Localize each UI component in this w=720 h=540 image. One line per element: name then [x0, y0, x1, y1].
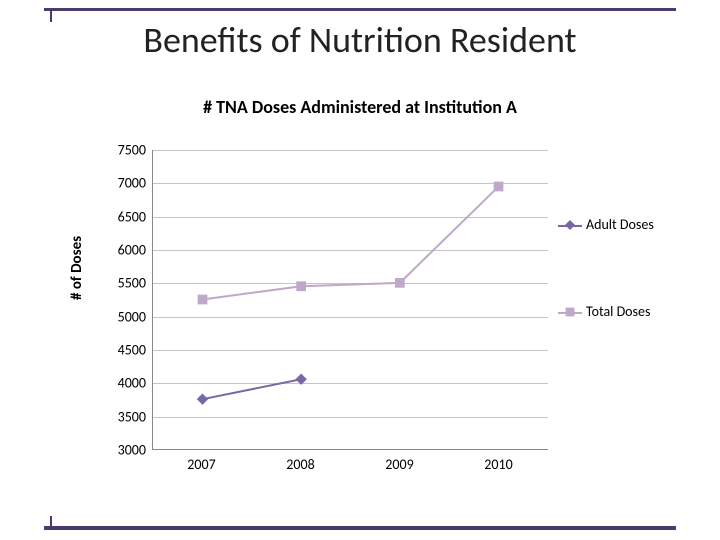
x-tick-label: 2010	[469, 456, 529, 473]
y-tick-label: 4500	[100, 342, 146, 359]
series-marker	[395, 279, 404, 288]
legend-swatch	[558, 305, 582, 319]
legend-item: Adult Doses	[558, 216, 668, 233]
y-tick-label: 5000	[100, 308, 146, 325]
chart-legend: Adult Doses Total Doses	[558, 216, 668, 390]
chart-ylabel: # of Doses	[68, 236, 86, 300]
x-tick-label: 2008	[271, 456, 331, 473]
series-marker	[494, 182, 503, 191]
legend-label: Adult Doses	[586, 216, 654, 233]
top-rule	[44, 8, 676, 11]
y-tick-label: 7000	[100, 175, 146, 192]
y-tick-label: 7500	[100, 142, 146, 159]
chart-series	[153, 150, 548, 449]
series-marker	[198, 295, 207, 304]
slide-title: Benefits of Nutrition Resident	[0, 18, 720, 62]
slide: Benefits of Nutrition Resident # TNA Dos…	[0, 0, 720, 540]
series-marker	[296, 374, 306, 384]
y-tick-label: 6500	[100, 208, 146, 225]
y-tick-label: 5500	[100, 275, 146, 292]
x-tick-label: 2007	[172, 456, 232, 473]
legend-label: Total Doses	[586, 303, 650, 320]
series-marker	[297, 282, 306, 291]
tna-doses-chart: # TNA Doses Administered at Institution …	[60, 96, 660, 496]
y-tick-label: 3000	[100, 442, 146, 459]
y-tick-label: 4000	[100, 375, 146, 392]
legend-swatch	[558, 218, 582, 232]
bottom-sep	[50, 516, 52, 530]
chart-title: # TNA Doses Administered at Institution …	[60, 96, 660, 118]
bottom-rule	[44, 526, 676, 530]
series-marker	[198, 394, 208, 404]
series-line	[202, 187, 498, 300]
chart-plot-area	[152, 150, 548, 450]
y-tick-label: 6000	[100, 242, 146, 259]
y-tick-label: 3500	[100, 408, 146, 425]
series-line	[202, 379, 301, 399]
x-tick-label: 2009	[370, 456, 430, 473]
legend-item: Total Doses	[558, 303, 668, 320]
